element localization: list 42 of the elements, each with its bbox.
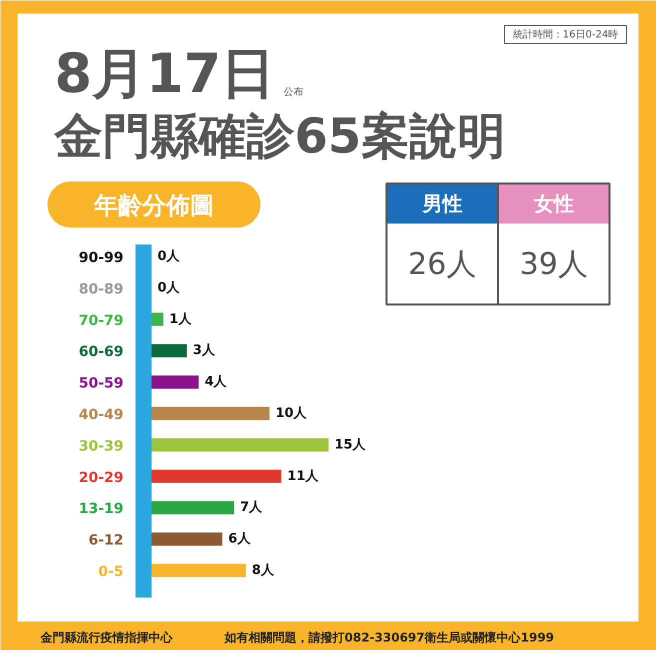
text: 統計時間：16日0-24時 — [512, 28, 618, 40]
category-label: 男性 — [421, 192, 462, 216]
y-tick-label: 0-5 — [98, 564, 124, 580]
y-tick-label: 60-69 — [78, 344, 124, 360]
text: 金門縣流行疫情指揮中心 — [40, 630, 174, 644]
bar — [152, 438, 328, 452]
y-tick-label: 30-39 — [78, 438, 124, 454]
bar — [152, 532, 222, 546]
y-tick-label: 6-12 — [88, 532, 124, 549]
y-tick-label: 40-49 — [78, 407, 124, 423]
text: 年齡分佈圖 — [93, 192, 214, 220]
y-tick-label: 90-99 — [78, 250, 124, 266]
y-tick-label: 20-29 — [78, 470, 124, 486]
data-label: 11人 — [287, 468, 320, 484]
bar — [152, 470, 282, 483]
chart-title: 8月17日 — [54, 42, 276, 105]
bar — [152, 376, 199, 389]
text: 公布 — [284, 86, 304, 98]
y-tick-label: 80-89 — [78, 281, 124, 298]
data-label: 15人 — [334, 437, 367, 452]
bar — [152, 501, 234, 514]
y-tick-label: 13-19 — [78, 501, 124, 518]
data-label: 0人 — [158, 280, 181, 296]
bar — [152, 406, 270, 420]
bar — [152, 344, 187, 358]
bar — [152, 312, 164, 326]
data-label: 8人 — [252, 563, 275, 578]
text: 如有相關問題，請撥打082-330697衛生局或關懷中心1999 — [224, 630, 554, 644]
data-label: 0人 — [158, 249, 181, 264]
category-label: 女性 — [532, 192, 574, 216]
text: 26人 — [408, 247, 476, 282]
data-label: 4人 — [204, 374, 228, 390]
data-label: 1人 — [169, 312, 192, 327]
data-label: 7人 — [240, 500, 264, 516]
data-label: 10人 — [276, 406, 308, 421]
data-label: 6人 — [228, 532, 252, 547]
bar — [152, 564, 246, 578]
y-tick-label: 50-59 — [78, 376, 124, 392]
text: 39人 — [520, 247, 588, 282]
y-tick-label: 70-79 — [78, 312, 124, 329]
data-label: 3人 — [192, 343, 216, 358]
chart-subtitle: 金門縣確診65案說明 — [54, 108, 506, 164]
